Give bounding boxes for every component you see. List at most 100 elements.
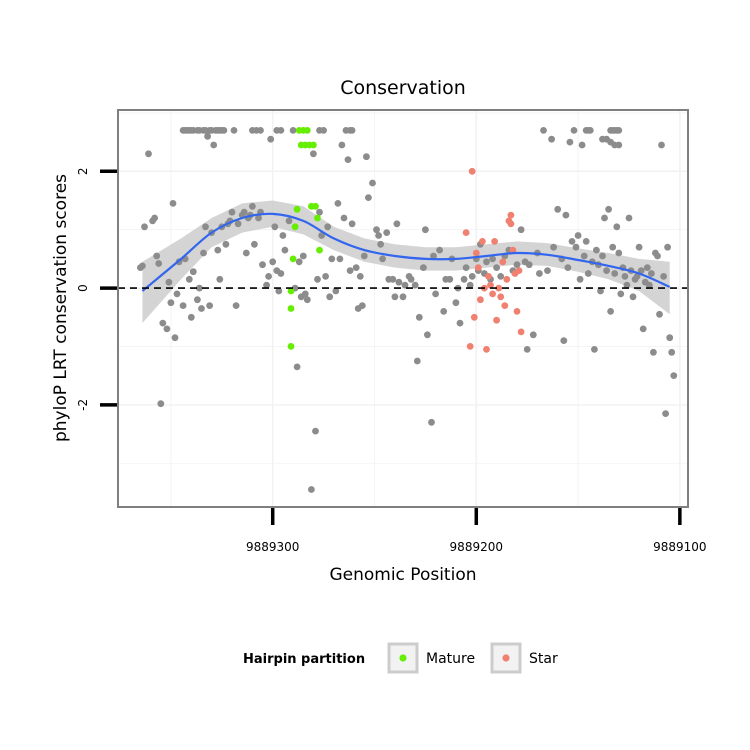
data-point-mature (287, 305, 295, 312)
data-point-mature (287, 287, 295, 295)
data-point-other (562, 211, 570, 219)
y-tick-label: -2 (76, 399, 90, 411)
data-point-other (401, 281, 409, 289)
data-point-other (295, 258, 303, 266)
data-point-mature (303, 126, 311, 134)
data-point-other (360, 252, 368, 260)
data-point-other (462, 264, 470, 271)
data-point-star (462, 229, 470, 237)
data-point-other (228, 208, 236, 216)
data-point-other (643, 264, 651, 271)
legend-label-mature: Mature (426, 651, 475, 667)
data-point-other (303, 296, 311, 304)
data-point-mature (291, 223, 299, 231)
data-point-other (326, 293, 334, 301)
data-point-other (348, 220, 356, 228)
data-point-other (204, 132, 212, 140)
data-point-other (310, 150, 317, 158)
data-point-other (609, 243, 617, 251)
data-point-other (165, 278, 173, 286)
data-point-other (513, 261, 521, 269)
data-point-other (568, 238, 576, 245)
data-point-other (299, 252, 307, 260)
data-point-other (167, 299, 175, 307)
data-point-other (393, 220, 401, 228)
data-point-other (625, 214, 633, 222)
data-point-other (544, 267, 551, 274)
panel-border (117, 109, 689, 508)
data-point-other (202, 223, 209, 231)
data-point-mature (316, 246, 323, 254)
data-point-other (422, 226, 429, 234)
data-point-star (501, 302, 509, 309)
data-point-other (570, 126, 578, 134)
data-point-other (456, 319, 464, 327)
data-point-other (267, 135, 275, 143)
data-point-other (257, 126, 264, 134)
data-point-other (670, 372, 678, 379)
data-point-other (163, 325, 171, 333)
data-point-other (279, 232, 287, 239)
data-point-other (468, 273, 476, 280)
data-point-other (210, 141, 218, 149)
data-point-star (499, 258, 507, 266)
data-point-star (479, 238, 486, 245)
data-point-other (334, 200, 342, 207)
data-point-other (430, 252, 437, 260)
data-point-other (318, 232, 325, 239)
data-point-other (189, 268, 197, 276)
data-point-other (379, 255, 386, 263)
data-point-mature (289, 255, 297, 263)
data-point-star (487, 281, 494, 289)
data-point-star (489, 290, 496, 298)
legend-dot-star (502, 654, 510, 662)
data-point-star (503, 275, 511, 283)
data-point-other (572, 243, 580, 251)
data-point-star (468, 167, 476, 175)
panel-background (118, 110, 688, 507)
data-point-other (656, 310, 663, 318)
data-point-other (145, 150, 152, 158)
data-point-other (301, 290, 309, 298)
data-point-star (507, 211, 515, 219)
data-point-other (548, 135, 555, 143)
data-point-other (222, 240, 230, 248)
data-point-star (497, 293, 505, 301)
data-point-other (352, 264, 360, 271)
data-point-other (540, 126, 547, 134)
data-point-other (603, 267, 610, 274)
data-point-star (485, 273, 492, 280)
data-point-other (255, 214, 262, 222)
data-point-other (668, 348, 676, 356)
data-point-other (582, 238, 590, 245)
data-point-other (593, 246, 600, 254)
data-point-star (483, 346, 490, 353)
data-point-other (324, 223, 332, 231)
data-point-other (187, 313, 195, 321)
data-point-other (580, 252, 588, 260)
legend: Hairpin partition Mature Star (243, 642, 558, 674)
data-point-other (440, 308, 448, 315)
data-point-star (509, 246, 517, 254)
data-point-other (375, 232, 382, 239)
data-point-other (269, 258, 277, 266)
data-point-star (495, 284, 503, 292)
data-point-other (275, 287, 283, 295)
data-point-other (151, 214, 159, 222)
data-point-star (474, 264, 482, 271)
data-point-other (436, 246, 443, 254)
data-point-other (415, 313, 423, 321)
data-point-other (198, 305, 205, 312)
data-point-other (356, 273, 364, 280)
data-point-other (289, 126, 297, 134)
data-point-other (605, 205, 612, 213)
data-point-other (560, 337, 568, 344)
data-point-other (639, 325, 647, 333)
data-point-other (320, 126, 327, 134)
data-point-other (234, 220, 242, 228)
data-point-other (550, 243, 557, 251)
data-point-mature (287, 343, 295, 350)
data-point-other (316, 208, 323, 216)
data-point-other (344, 156, 352, 164)
